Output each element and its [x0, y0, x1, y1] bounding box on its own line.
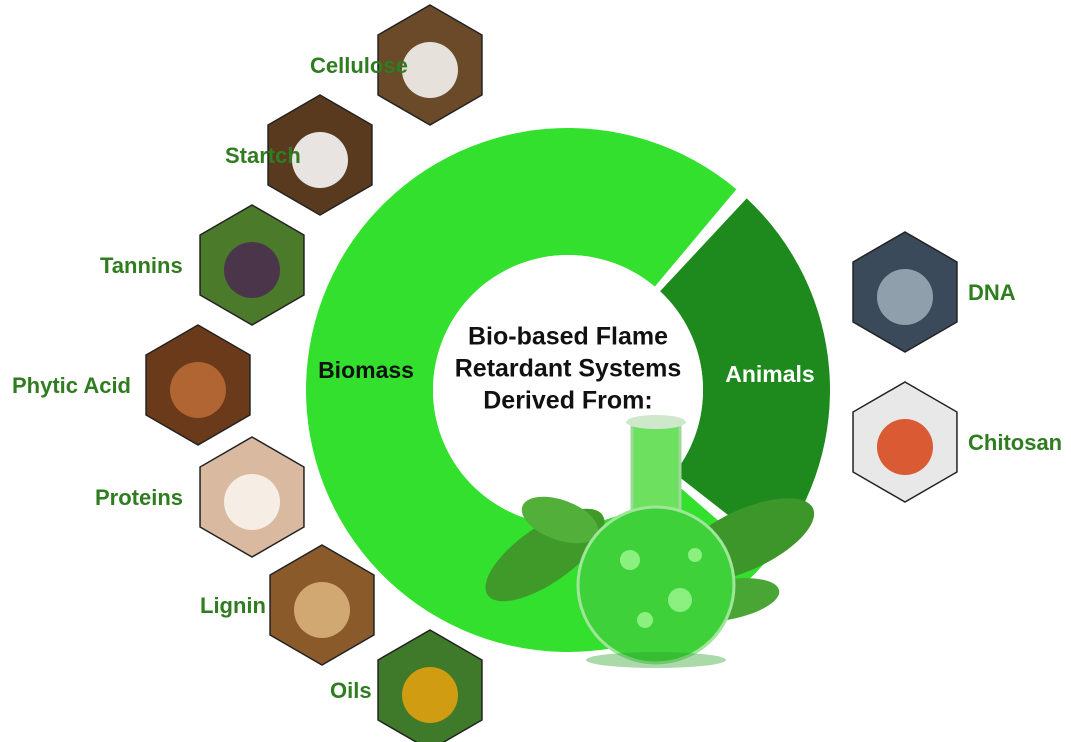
center-title-line: Bio-based Flame: [468, 323, 668, 351]
center-title-line: Derived From:: [483, 387, 652, 415]
item-label: Cellulose: [310, 53, 408, 78]
item-label: Phytic Acid: [12, 373, 131, 398]
segment-label: Animals: [725, 361, 814, 387]
item-icon-detail: [294, 582, 350, 638]
item-icon-detail: [877, 269, 933, 325]
segment-label: Biomass: [318, 357, 414, 383]
item-icon-detail: [877, 419, 933, 475]
item-icon-detail: [224, 242, 280, 298]
center-title-line: Retardant Systems: [455, 355, 681, 383]
item-icon-detail: [170, 362, 226, 418]
item-label: DNA: [968, 280, 1016, 305]
item-icon-detail: [224, 474, 280, 530]
item-icon-detail: [402, 42, 458, 98]
item-label: Lignin: [200, 593, 266, 618]
diagram: Bio-based Flame Retardant Systems Derive…: [0, 0, 1071, 742]
item-icon-detail: [402, 667, 458, 723]
item-label: Proteins: [95, 485, 183, 510]
item-label: Startch: [225, 143, 301, 168]
item-label: Chitosan: [968, 430, 1062, 455]
item-label: Oils: [330, 678, 372, 703]
item-label: Tannins: [100, 253, 183, 278]
